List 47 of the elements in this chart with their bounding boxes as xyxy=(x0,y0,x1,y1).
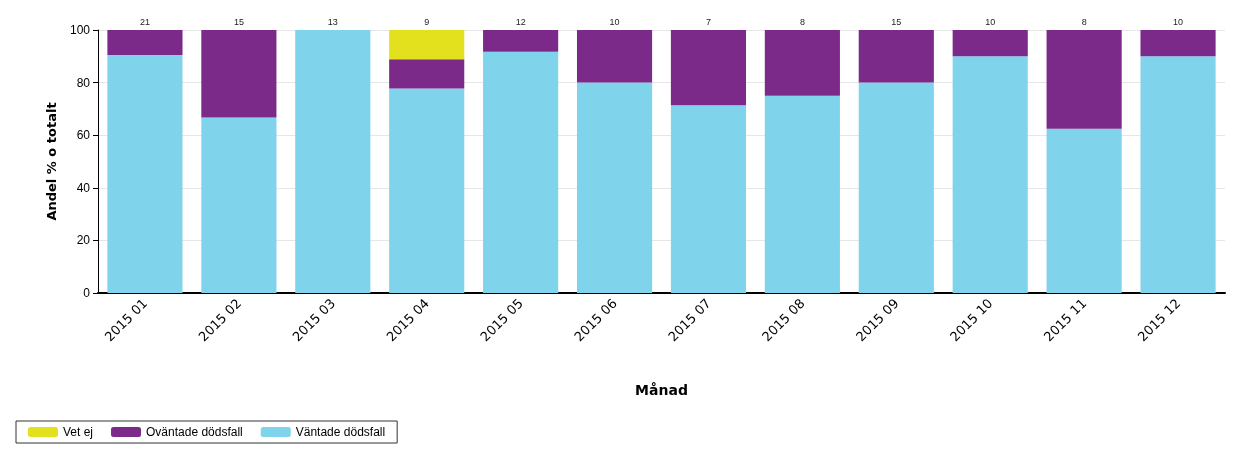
annotation: 12 xyxy=(515,17,526,27)
bar xyxy=(483,30,559,52)
y-tick-label: 80 xyxy=(76,75,91,90)
bar xyxy=(764,30,840,96)
bar xyxy=(858,82,934,293)
annotation: 10 xyxy=(609,17,620,27)
bar xyxy=(483,51,559,293)
bar xyxy=(1046,128,1122,293)
y-tick-label: 40 xyxy=(76,180,91,195)
annotation: 8 xyxy=(1081,17,1087,27)
annotation: 8 xyxy=(799,17,805,27)
annotation: 13 xyxy=(327,17,338,27)
annotation: 21 xyxy=(139,17,150,27)
y-tick-label: 20 xyxy=(76,233,91,248)
bar xyxy=(107,30,183,55)
legend-label: Väntade dödsfall xyxy=(295,425,386,439)
bar xyxy=(576,82,653,293)
annotation: 10 xyxy=(1173,17,1184,27)
bar xyxy=(201,30,277,118)
bar xyxy=(952,30,1028,57)
bar xyxy=(389,59,465,89)
bar xyxy=(764,95,840,293)
annotation: 9 xyxy=(424,17,430,27)
x-axis-title: Månad xyxy=(635,382,688,398)
bar xyxy=(201,117,277,293)
y-tick-label: 100 xyxy=(69,23,91,37)
bar xyxy=(107,54,183,293)
legend-label: Oväntade dödsfall xyxy=(146,425,243,439)
bar xyxy=(952,56,1028,293)
y-tick-label: 0 xyxy=(83,286,91,300)
bar xyxy=(1140,56,1216,293)
bar xyxy=(576,30,653,83)
bar xyxy=(670,30,747,106)
legend-label: Vet ej xyxy=(63,425,94,439)
annotation: 10 xyxy=(985,17,996,27)
y-tick-label: 60 xyxy=(76,128,91,143)
bar xyxy=(389,30,465,60)
bar xyxy=(670,105,747,293)
annotation: 15 xyxy=(233,17,244,27)
annotation: 7 xyxy=(705,17,711,27)
y-axis-title: Andel % o totalt xyxy=(44,102,59,221)
annotation: 15 xyxy=(891,17,902,27)
bar xyxy=(858,30,934,83)
bar xyxy=(295,30,371,293)
bar xyxy=(389,88,465,293)
bar xyxy=(1140,30,1216,57)
bar xyxy=(1046,30,1122,129)
